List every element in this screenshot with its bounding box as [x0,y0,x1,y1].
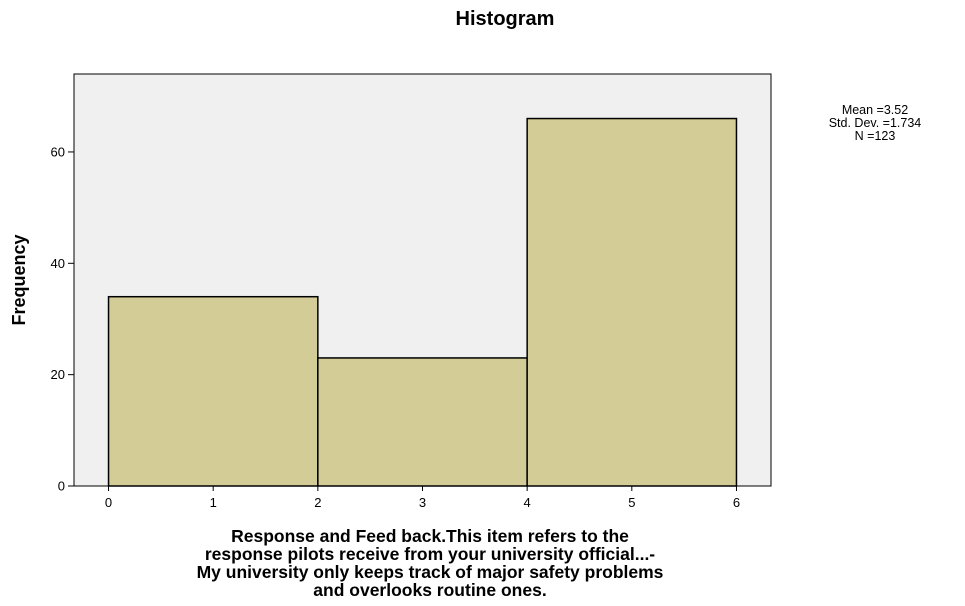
x-tick-label: 2 [314,495,321,510]
x-axis-label-line-3: My university only keeps track of major … [196,562,664,582]
x-tick-label: 4 [524,495,531,510]
y-tick-label: 20 [51,367,65,382]
x-axis-label-line-2: response pilots receive from your univer… [204,544,656,564]
histogram-bar-2 [317,357,528,487]
x-tick-label: 1 [210,495,217,510]
bars-group [107,117,738,487]
y-axis: 0 20 40 60 [51,144,74,494]
chart-title: Histogram [455,8,555,30]
x-tick-label: 6 [733,495,740,510]
stats-box: Mean =3.52 Std. Dev. =1.734 N =123 [820,104,930,143]
x-tick-label: 5 [628,495,635,510]
stats-n: N =123 [854,129,896,143]
x-tick-label: 0 [105,495,112,510]
stats-std-dev: Std. Dev. =1.734 [828,116,922,130]
x-axis-label-line-1: Response and Feed back.This item refers … [231,526,629,546]
histogram-bar-3 [526,117,738,487]
x-tick-label: 3 [419,495,426,510]
x-axis: 0 1 2 3 4 5 6 [105,486,740,510]
x-axis-label: Response and Feed back.This item refers … [70,527,790,599]
x-axis-label-line-4: and overlooks routine ones. [313,580,547,600]
stats-mean: Mean =3.52 [841,103,909,117]
y-tick-label: 40 [51,256,65,271]
histogram-bar-1 [107,295,319,487]
y-tick-label: 0 [58,479,65,494]
y-tick-label: 60 [51,144,65,159]
y-axis-label: Frequency [9,234,29,325]
